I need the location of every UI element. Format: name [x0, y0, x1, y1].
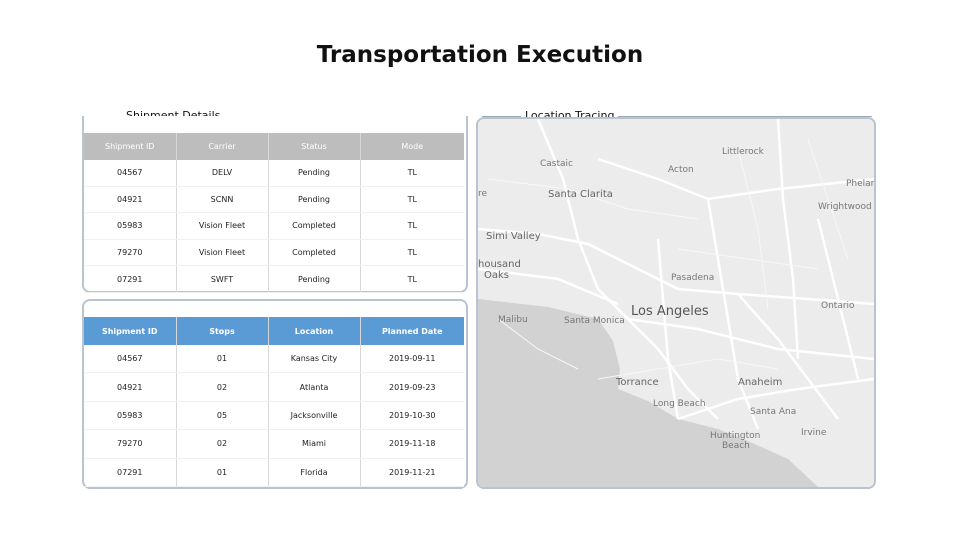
- cell-location: Miami: [268, 429, 361, 459]
- page-title: Transportation Execution: [316, 42, 644, 68]
- cell-shipment-id: 04567: [84, 345, 176, 374]
- map-canvas: [478, 119, 874, 487]
- table-header-row: Shipment ID Stops Location Planned Date: [84, 317, 464, 345]
- map-roads: [478, 119, 874, 430]
- cell-carrier: DELV: [175, 160, 269, 187]
- cell-stops: 05: [175, 401, 269, 431]
- map-label-torrance: Torrance: [616, 377, 659, 388]
- map-label-los-angeles: Los Angeles: [631, 304, 709, 319]
- table-row[interactable]: 79270 Vision Fleet Completed TL: [84, 239, 464, 267]
- cell-planned-date: 2019-10-30: [360, 401, 464, 431]
- map-label-huntington-line2: Beach: [722, 441, 750, 451]
- map-label-castaic: Castaic: [540, 159, 573, 169]
- cell-shipment-id: 79270: [84, 239, 176, 267]
- col-header-shipment-id[interactable]: Shipment ID: [84, 317, 176, 345]
- location-map[interactable]: Littlerock Castaic Acton Phelan Santa Cl…: [476, 117, 876, 489]
- cell-mode: TL: [360, 239, 464, 267]
- cell-carrier: SCNN: [175, 186, 269, 214]
- map-label-santa-clarita: Santa Clarita: [548, 189, 613, 200]
- map-label-ontario: Ontario: [821, 301, 855, 311]
- cell-location: Kansas City: [268, 345, 361, 374]
- cell-status: Completed: [268, 239, 361, 267]
- table-row[interactable]: 04567 DELV Pending TL: [84, 160, 464, 187]
- cell-stops: 02: [175, 372, 269, 402]
- cell-shipment-id: 07291: [84, 458, 176, 487]
- cell-shipment-id: 04921: [84, 186, 176, 214]
- map-label-malibu: Malibu: [498, 315, 528, 325]
- map-label-irvine: Irvine: [801, 428, 827, 438]
- cell-planned-date: 2019-09-11: [360, 345, 464, 374]
- col-header-location[interactable]: Location: [268, 317, 361, 345]
- cell-carrier: SWFT: [175, 265, 269, 293]
- col-header-carrier[interactable]: Carrier: [175, 133, 269, 160]
- map-label-santa-monica: Santa Monica: [564, 316, 625, 326]
- map-label-long-beach: Long Beach: [653, 399, 706, 409]
- map-label-pasadena: Pasadena: [671, 273, 715, 283]
- location-tracing-rule: [482, 116, 872, 117]
- table-row[interactable]: 79270 02 Miami 2019-11-18: [84, 429, 464, 459]
- cell-shipment-id: 07291: [84, 265, 176, 293]
- table-row[interactable]: 04567 01 Kansas City 2019-09-11: [84, 345, 464, 374]
- table-row[interactable]: 07291 01 Florida 2019-11-21: [84, 458, 464, 487]
- col-header-planned-date[interactable]: Planned Date: [360, 317, 464, 345]
- col-header-mode[interactable]: Mode: [360, 133, 464, 160]
- cell-status: Pending: [268, 160, 361, 187]
- col-header-stops[interactable]: Stops: [175, 317, 269, 345]
- cell-shipment-id: 04567: [84, 160, 176, 187]
- map-label-wrightwood: Wrightwood: [818, 202, 872, 212]
- cell-stops: 02: [175, 429, 269, 459]
- cell-stops: 01: [175, 345, 269, 374]
- cell-planned-date: 2019-11-21: [360, 458, 464, 487]
- cell-status: Pending: [268, 265, 361, 293]
- table-row[interactable]: 05983 05 Jacksonville 2019-10-30: [84, 401, 464, 431]
- cell-status: Completed: [268, 212, 361, 240]
- cell-shipment-id: 05983: [84, 212, 176, 240]
- cell-planned-date: 2019-11-18: [360, 429, 464, 459]
- cell-mode: TL: [360, 186, 464, 214]
- stops-location-table: Shipment ID Stops Location Planned Date …: [84, 317, 464, 487]
- map-label-simi-valley: Simi Valley: [486, 231, 541, 242]
- map-label-santa-ana: Santa Ana: [750, 407, 797, 417]
- cell-shipment-id: 04921: [84, 372, 176, 402]
- cell-status: Pending: [268, 186, 361, 214]
- cell-location: Atlanta: [268, 372, 361, 402]
- map-label-huntington-line1: Huntington: [710, 431, 761, 441]
- cell-location: Jacksonville: [268, 401, 361, 431]
- map-label-acton: Acton: [668, 165, 694, 175]
- cell-shipment-id: 79270: [84, 429, 176, 459]
- map-label-thousand-oaks-line1: housand: [478, 259, 521, 270]
- col-header-status[interactable]: Status: [268, 133, 361, 160]
- table-row[interactable]: 04921 SCNN Pending TL: [84, 186, 464, 214]
- table-header-row: Shipment ID Carrier Status Mode: [84, 133, 464, 160]
- ocean-area: [478, 299, 818, 487]
- map-minor-roads: [487, 138, 849, 380]
- map-label-phelan: Phelan: [846, 179, 876, 189]
- cell-carrier: Vision Fleet: [175, 239, 269, 267]
- map-label-edge-re: re: [478, 189, 488, 199]
- carrier-status-table: Shipment ID Carrier Status Mode 04567 DEL…: [84, 133, 464, 293]
- map-label-anaheim: Anaheim: [738, 377, 783, 388]
- cell-mode: TL: [360, 160, 464, 187]
- map-label-thousand-oaks-line2: Oaks: [484, 270, 509, 281]
- cell-carrier: Vision Fleet: [175, 212, 269, 240]
- table-row[interactable]: 07291 SWFT Pending TL: [84, 265, 464, 293]
- cell-mode: TL: [360, 265, 464, 293]
- cell-planned-date: 2019-09-23: [360, 372, 464, 402]
- table-row[interactable]: 04921 02 Atlanta 2019-09-23: [84, 372, 464, 402]
- cell-stops: 01: [175, 458, 269, 487]
- map-label-littlerock: Littlerock: [722, 147, 764, 157]
- table-row[interactable]: 05983 Vision Fleet Completed TL: [84, 212, 464, 240]
- cell-mode: TL: [360, 212, 464, 240]
- cell-shipment-id: 05983: [84, 401, 176, 431]
- col-header-shipment-id[interactable]: Shipment ID: [84, 133, 176, 160]
- cell-location: Florida: [268, 458, 361, 487]
